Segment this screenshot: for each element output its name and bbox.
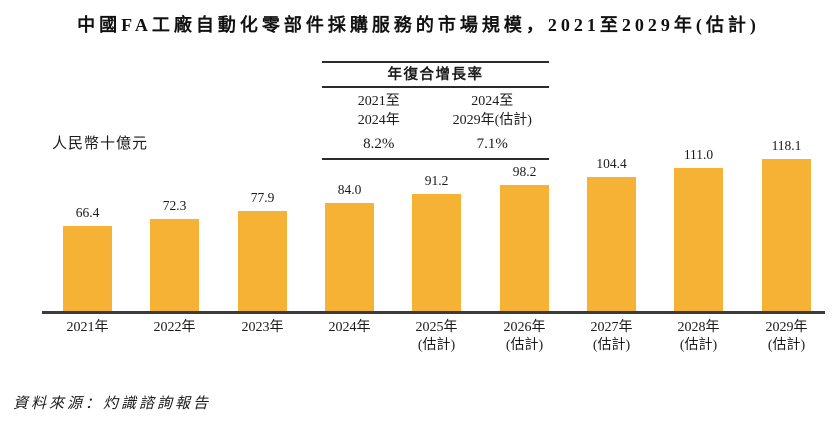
x-axis-label: 2027年 (估計): [567, 319, 657, 355]
source-note: 資料來源：灼識諮詢報告: [13, 396, 212, 412]
bar-value-label: 91.2: [424, 173, 449, 188]
x-axis-label-year: 2022年: [153, 320, 196, 335]
cagr-period-label: 2021至 2024年: [322, 92, 436, 130]
x-axis-label-year: 2023年: [241, 320, 284, 335]
bar-value-label: 66.4: [75, 205, 100, 220]
bar-value-label: 111.0: [683, 147, 714, 162]
x-axis-label: 2029年 (估計): [742, 319, 832, 355]
cagr-table: 年復合增長率 2021至 2024年 8.2% 2024至 2029年(估計) …: [322, 61, 549, 160]
y-axis-unit-label: 人民幣十億元: [52, 136, 149, 152]
chart-title: 中國FA工廠自動化零部件採購服務的市場規模，2021至2029年(估計): [77, 15, 760, 35]
cagr-value: 8.2%: [363, 136, 395, 152]
x-axis-label: 2021年: [43, 319, 133, 337]
x-axis-label-estimated-note: (估計): [767, 338, 806, 353]
bar-value-label: 77.9: [250, 190, 275, 205]
x-axis-label-year: 2028年: [677, 320, 720, 335]
cagr-column-2021-2024: 2021至 2024年 8.2%: [322, 88, 436, 158]
cagr-period-label: 2024至 2029年(估計): [436, 92, 550, 130]
bar: [238, 211, 287, 313]
x-axis-label-estimated-note: (估計): [417, 338, 456, 353]
x-axis-label-year: 2024年: [328, 320, 371, 335]
x-axis-label: 2022年: [130, 319, 220, 337]
cagr-value: 7.1%: [476, 136, 508, 152]
x-axis-label-year: 2025年: [415, 320, 458, 335]
bar: [63, 226, 112, 313]
cagr-period-line2: 2029年(估計): [452, 113, 532, 128]
x-axis-label-year: 2029年: [765, 320, 808, 335]
bar-value-label: 84.0: [337, 182, 362, 197]
x-axis-line: [42, 311, 825, 314]
cagr-period-line1: 2024至: [471, 94, 514, 109]
cagr-table-header: 年復合增長率: [322, 63, 549, 88]
x-axis-label: 2026年 (估計): [480, 319, 570, 355]
cagr-period-line2: 2024年: [357, 113, 400, 128]
x-axis-label: 2025年 (估計): [392, 319, 482, 355]
bar: [674, 168, 723, 313]
x-axis-label-estimated-note: (估計): [679, 338, 718, 353]
x-axis-label: 2023年: [218, 319, 308, 337]
cagr-period-line1: 2021至: [357, 94, 400, 109]
bar-value-label: 104.4: [596, 156, 627, 171]
bar-value-label: 118.1: [771, 138, 802, 153]
bar: [762, 159, 811, 313]
x-axis-label-year: 2021年: [66, 320, 109, 335]
bar: [325, 203, 374, 313]
bar: [150, 219, 199, 313]
x-axis-label-year: 2027年: [590, 320, 633, 335]
bar: [412, 194, 461, 313]
bar-value-label: 72.3: [162, 198, 187, 213]
bar: [500, 185, 549, 313]
x-axis-label: 2028年 (估計): [654, 319, 744, 355]
x-axis-label-estimated-note: (估計): [592, 338, 631, 353]
x-axis-label-year: 2026年: [503, 320, 546, 335]
cagr-column-2024-2029: 2024至 2029年(估計) 7.1%: [436, 88, 550, 158]
x-axis-label: 2024年: [305, 319, 395, 337]
bar: [587, 177, 636, 313]
bar-value-label: 98.2: [512, 164, 537, 179]
x-axis-label-estimated-note: (估計): [505, 338, 544, 353]
cagr-table-body: 2021至 2024年 8.2% 2024至 2029年(估計) 7.1%: [322, 88, 549, 158]
